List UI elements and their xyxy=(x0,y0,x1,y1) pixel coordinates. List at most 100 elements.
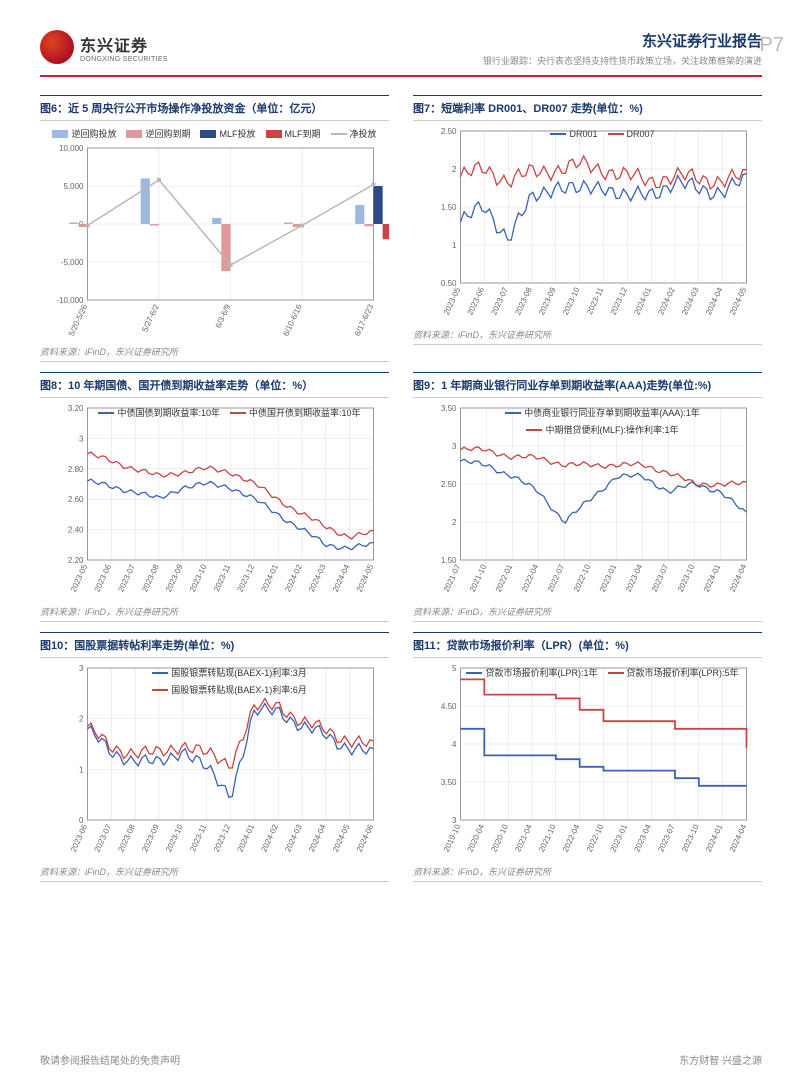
svg-text:1.50: 1.50 xyxy=(441,203,457,212)
svg-text:2023-11: 2023-11 xyxy=(585,286,606,316)
svg-text:2023-07: 2023-07 xyxy=(93,823,114,854)
svg-text:2024-05: 2024-05 xyxy=(355,563,376,594)
svg-text:2021-04: 2021-04 xyxy=(513,823,534,854)
svg-text:2: 2 xyxy=(79,715,84,724)
svg-text:2023-10: 2023-10 xyxy=(680,823,701,854)
svg-text:2022-10: 2022-10 xyxy=(572,563,593,594)
svg-text:2023-04: 2023-04 xyxy=(624,563,645,594)
footer-disclaimer: 敬请参阅报告结尾处的免责声明 xyxy=(40,1052,180,1067)
svg-text:2: 2 xyxy=(452,165,457,174)
chart-source: 资料来源：iFinD，东兴证券研究所 xyxy=(413,862,762,882)
legend-swatch xyxy=(152,689,168,691)
legend-swatch xyxy=(98,412,114,414)
chart-source: 资料来源：iFinD，东兴证券研究所 xyxy=(40,342,389,362)
svg-text:2024-01: 2024-01 xyxy=(259,563,280,594)
svg-text:10,000: 10,000 xyxy=(59,144,84,153)
chart-legend: 贷款市场报价利率(LPR):1年 贷款市场报价利率(LPR):5年 xyxy=(453,664,752,681)
svg-text:2023-10: 2023-10 xyxy=(561,286,582,317)
legend-swatch xyxy=(152,672,168,674)
company-name-en: DONGXING SECURITIES xyxy=(80,56,168,63)
svg-text:2023-12: 2023-12 xyxy=(236,563,257,594)
chart-c11: 图11：贷款市场报价利率（LPR）(单位：%)33.5044.5052019-1… xyxy=(413,632,762,882)
legend-item: 中债国债到期收益率:10年 xyxy=(98,406,220,419)
svg-text:2: 2 xyxy=(452,518,457,527)
svg-text:2022-04: 2022-04 xyxy=(561,823,582,854)
page-footer: 敬请参阅报告结尾处的免责声明 东方财智 兴盛之源 xyxy=(40,1052,762,1067)
legend-label: MLF到期 xyxy=(285,127,321,140)
chart-canvas: -10,000-5,00005,00010,0005/20-5/265/27-6… xyxy=(40,142,389,342)
svg-text:4: 4 xyxy=(452,740,457,749)
legend-item: 逆回购到期 xyxy=(126,127,190,140)
svg-text:2023-12: 2023-12 xyxy=(609,286,630,317)
chart-c10: 图10：国股票据转帖利率走势(单位：%)01232023-062023-0720… xyxy=(40,632,389,882)
legend-item: DR007 xyxy=(608,129,655,139)
chart-canvas: 2.202.402.602.8033.202023-052023-062023-… xyxy=(40,402,389,602)
legend-swatch xyxy=(466,672,482,674)
charts-grid: 图6：近 5 周央行公开市场操作净投放资金（单位：亿元） 逆回购投放 逆回购到期 ML… xyxy=(40,95,762,882)
svg-text:2024-02: 2024-02 xyxy=(259,823,280,854)
legend-label: 中债商业银行同业存单到期收益率(AAA):1年 xyxy=(524,406,700,419)
chart-source: 资料来源：iFinD，东兴证券研究所 xyxy=(413,325,762,345)
svg-text:6/3-6/9: 6/3-6/9 xyxy=(214,303,233,330)
svg-text:4.50: 4.50 xyxy=(441,702,457,711)
legend-item: 净投放 xyxy=(331,127,377,140)
svg-text:2021-07: 2021-07 xyxy=(442,563,463,594)
chart-title: 图6：近 5 周央行公开市场操作净投放资金（单位：亿元） xyxy=(40,95,389,121)
legend-label: 贷款市场报价利率(LPR):5年 xyxy=(627,666,739,679)
svg-text:6/17-6/23: 6/17-6/23 xyxy=(353,303,376,338)
legend-item: 中债国开债到期收益率:10年 xyxy=(230,406,361,419)
legend-swatch xyxy=(126,130,142,138)
legend-label: DR001 xyxy=(569,129,597,139)
svg-text:3: 3 xyxy=(79,434,84,443)
svg-text:2023-08: 2023-08 xyxy=(513,286,534,317)
header-right: 东兴证券行业报告 银行业跟踪：央行表态坚持支持性货币政策立场，关注政策框架的演进 xyxy=(483,30,762,67)
chart-title: 图11：贷款市场报价利率（LPR）(单位：%) xyxy=(413,632,762,658)
legend-label: MLF投放 xyxy=(219,127,255,140)
legend-label: 国股银票转贴现(BAEX-1)利率:6月 xyxy=(171,683,307,696)
svg-text:2020-10: 2020-10 xyxy=(489,823,510,854)
report-title: 东兴证券行业报告 xyxy=(483,30,762,51)
chart-c7: 图7：短端利率 DR001、DR007 走势(单位：%)0.5011.5022.… xyxy=(413,95,762,362)
svg-text:6/10-6/16: 6/10-6/16 xyxy=(281,303,304,338)
chart-canvas: 1.5022.5033.502021-072021-102022-012022-… xyxy=(413,402,762,602)
svg-text:2023-07: 2023-07 xyxy=(489,286,510,317)
svg-text:2024-01: 2024-01 xyxy=(236,823,257,854)
chart-canvas: 33.5044.5052019-102020-042020-102021-042… xyxy=(413,662,762,862)
svg-text:2.80: 2.80 xyxy=(68,465,84,474)
legend-item: 逆回购投放 xyxy=(52,127,116,140)
chart-title: 图9：1 年期商业银行同业存单到期收益率(AAA)走势(单位:%) xyxy=(413,372,762,398)
legend-swatch xyxy=(52,130,68,138)
legend-label: 贷款市场报价利率(LPR):1年 xyxy=(485,666,597,679)
legend-item: 中债商业银行同业存单到期收益率(AAA):1年 xyxy=(505,406,700,419)
legend-swatch xyxy=(200,130,216,138)
legend-swatch xyxy=(608,672,624,674)
svg-text:2024-04: 2024-04 xyxy=(704,286,725,317)
legend-label: 逆回购到期 xyxy=(145,127,190,140)
chart-source: 资料来源：iFinD，东兴证券研究所 xyxy=(40,602,389,622)
chart-legend: 逆回购投放 逆回购到期 MLF投放 MLF到期 净投放 xyxy=(40,125,389,142)
legend-swatch xyxy=(550,133,566,135)
legend-item: 贷款市场报价利率(LPR):5年 xyxy=(608,666,739,679)
footer-slogan: 东方财智 兴盛之源 xyxy=(679,1052,762,1067)
svg-text:2024-03: 2024-03 xyxy=(680,286,701,317)
svg-text:2023-09: 2023-09 xyxy=(537,286,558,317)
legend-swatch xyxy=(331,133,347,135)
svg-text:2023-11: 2023-11 xyxy=(212,563,233,593)
svg-text:5,000: 5,000 xyxy=(63,182,84,191)
svg-text:2023-08: 2023-08 xyxy=(116,823,137,854)
legend-item: MLF到期 xyxy=(266,127,321,140)
legend-label: 净投放 xyxy=(350,127,377,140)
svg-text:3.50: 3.50 xyxy=(441,778,457,787)
legend-swatch xyxy=(505,412,521,414)
svg-text:2021-10: 2021-10 xyxy=(537,823,558,854)
svg-text:2024-01: 2024-01 xyxy=(704,823,725,854)
svg-text:2024-01: 2024-01 xyxy=(632,286,653,317)
svg-text:2023-06: 2023-06 xyxy=(69,823,90,854)
chart-canvas: 01232023-062023-072023-082023-092023-102… xyxy=(40,662,389,862)
legend-item: 国股银票转贴现(BAEX-1)利率:3月 xyxy=(152,666,307,679)
svg-text:2023-04: 2023-04 xyxy=(632,823,653,854)
svg-text:2023-10: 2023-10 xyxy=(676,563,697,594)
svg-text:2022-01: 2022-01 xyxy=(494,563,515,594)
svg-text:2023-07: 2023-07 xyxy=(116,563,137,594)
svg-text:2024-04: 2024-04 xyxy=(331,563,352,594)
